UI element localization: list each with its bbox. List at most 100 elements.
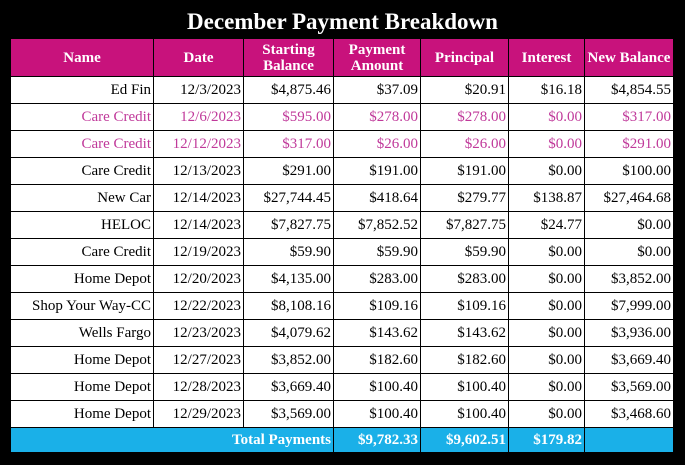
cell: $24.77 — [508, 211, 585, 239]
cell: Home Depot — [10, 346, 154, 374]
cell: $191.00 — [420, 157, 509, 185]
cell: $291.00 — [584, 130, 674, 158]
cell: $0.00 — [508, 157, 585, 185]
cell: Ed Fin — [10, 76, 154, 104]
cell: $0.00 — [508, 346, 585, 374]
data-row: Care Credit 12/19/2023 $59.90 $59.90 $59.90 $… — [10, 238, 674, 266]
cell: $182.60 — [333, 346, 421, 374]
cell: $317.00 — [584, 103, 674, 131]
payment-table: Name Date Starting Balance Payment Amount Pr… — [10, 38, 674, 453]
cell: $0.00 — [508, 400, 585, 428]
cell: 12/12/2023 — [153, 130, 244, 158]
cell: Care Credit — [10, 103, 154, 131]
cell: 12/20/2023 — [153, 265, 244, 293]
header-cell: Principal — [420, 38, 509, 77]
cell: $26.00 — [420, 130, 509, 158]
cell: $283.00 — [420, 265, 509, 293]
cell: $100.00 — [584, 157, 674, 185]
header-cell: Starting Balance — [243, 38, 334, 77]
cell: $7,999.00 — [584, 292, 674, 320]
cell: $182.60 — [420, 346, 509, 374]
cell: Care Credit — [10, 238, 154, 266]
cell: $100.40 — [420, 400, 509, 428]
cell: 12/28/2023 — [153, 373, 244, 401]
header-cell: New Balance — [584, 38, 674, 77]
total-value: $9,602.51 — [420, 427, 509, 453]
cell: $27,744.45 — [243, 184, 334, 212]
cell: $0.00 — [508, 265, 585, 293]
header-row: Name Date Starting Balance Payment Amount Pr… — [10, 38, 674, 77]
cell: Care Credit — [10, 130, 154, 158]
cell: $100.40 — [333, 373, 421, 401]
cell: 12/14/2023 — [153, 184, 244, 212]
cell: $291.00 — [243, 157, 334, 185]
cell: $3,936.00 — [584, 319, 674, 347]
cell: $279.77 — [420, 184, 509, 212]
header-cell: Payment Amount — [333, 38, 421, 77]
cell: $3,569.00 — [243, 400, 334, 428]
cell: $0.00 — [508, 319, 585, 347]
cell: $20.91 — [420, 76, 509, 104]
data-row: Wells Fargo 12/23/2023 $4,079.62 $143.62 $14… — [10, 319, 674, 347]
cell: $3,468.60 — [584, 400, 674, 428]
data-row: Home Depot 12/20/2023 $4,135.00 $283.00 $283… — [10, 265, 674, 293]
header-cell: Date — [153, 38, 244, 77]
cell: Wells Fargo — [10, 319, 154, 347]
data-row: Home Depot 12/27/2023 $3,852.00 $182.60 $182… — [10, 346, 674, 374]
cell: 12/14/2023 — [153, 211, 244, 239]
total-value: $9,782.33 — [333, 427, 421, 453]
cell: $3,669.40 — [584, 346, 674, 374]
cell: $7,827.75 — [420, 211, 509, 239]
total-empty — [584, 427, 674, 453]
data-row: Care Credit 12/6/2023 $595.00 $278.00 $278.0… — [10, 103, 674, 131]
cell: $191.00 — [333, 157, 421, 185]
cell: Home Depot — [10, 265, 154, 293]
cell: $595.00 — [243, 103, 334, 131]
cell: Home Depot — [10, 400, 154, 428]
data-row: Ed Fin 12/3/2023 $4,875.46 $37.09 $20.91 $16.… — [10, 76, 674, 104]
cell: 12/23/2023 — [153, 319, 244, 347]
cell: 12/29/2023 — [153, 400, 244, 428]
cell: $143.62 — [420, 319, 509, 347]
cell: $0.00 — [508, 238, 585, 266]
cell: $418.64 — [333, 184, 421, 212]
data-row: HELOC 12/14/2023 $7,827.75 $7,852.52 $7,827.… — [10, 211, 674, 239]
cell: 12/27/2023 — [153, 346, 244, 374]
cell: $278.00 — [420, 103, 509, 131]
cell: $8,108.16 — [243, 292, 334, 320]
cell: $4,079.62 — [243, 319, 334, 347]
total-value: $179.82 — [508, 427, 585, 453]
data-row: Care Credit 12/13/2023 $291.00 $191.00 $191.… — [10, 157, 674, 185]
cell: 12/13/2023 — [153, 157, 244, 185]
cell: $37.09 — [333, 76, 421, 104]
cell: 12/22/2023 — [153, 292, 244, 320]
cell: Home Depot — [10, 373, 154, 401]
data-row: New Car 12/14/2023 $27,744.45 $418.64 $279.7… — [10, 184, 674, 212]
cell: $3,569.00 — [584, 373, 674, 401]
cell: Shop Your Way-CC — [10, 292, 154, 320]
total-row: Total Payments $9,782.33 $9,602.51 $179.82 — [10, 427, 674, 453]
cell: $4,135.00 — [243, 265, 334, 293]
cell: 12/6/2023 — [153, 103, 244, 131]
cell: $26.00 — [333, 130, 421, 158]
cell: $3,852.00 — [584, 265, 674, 293]
data-row: Home Depot 12/28/2023 $3,669.40 $100.40 $100… — [10, 373, 674, 401]
header-cell: Name — [10, 38, 154, 77]
data-row: Shop Your Way-CC 12/22/2023 $8,108.16 $109.… — [10, 292, 674, 320]
cell: 12/19/2023 — [153, 238, 244, 266]
cell: $7,852.52 — [333, 211, 421, 239]
cell: 12/3/2023 — [153, 76, 244, 104]
cell: $27,464.68 — [584, 184, 674, 212]
cell: $283.00 — [333, 265, 421, 293]
cell: $278.00 — [333, 103, 421, 131]
cell: $109.16 — [420, 292, 509, 320]
cell: $0.00 — [584, 211, 674, 239]
cell: $59.90 — [333, 238, 421, 266]
cell: $0.00 — [508, 373, 585, 401]
cell: $138.87 — [508, 184, 585, 212]
cell: $100.40 — [420, 373, 509, 401]
cell: $59.90 — [420, 238, 509, 266]
data-row: Care Credit 12/12/2023 $317.00 $26.00 $26.00… — [10, 130, 674, 158]
cell: $143.62 — [333, 319, 421, 347]
